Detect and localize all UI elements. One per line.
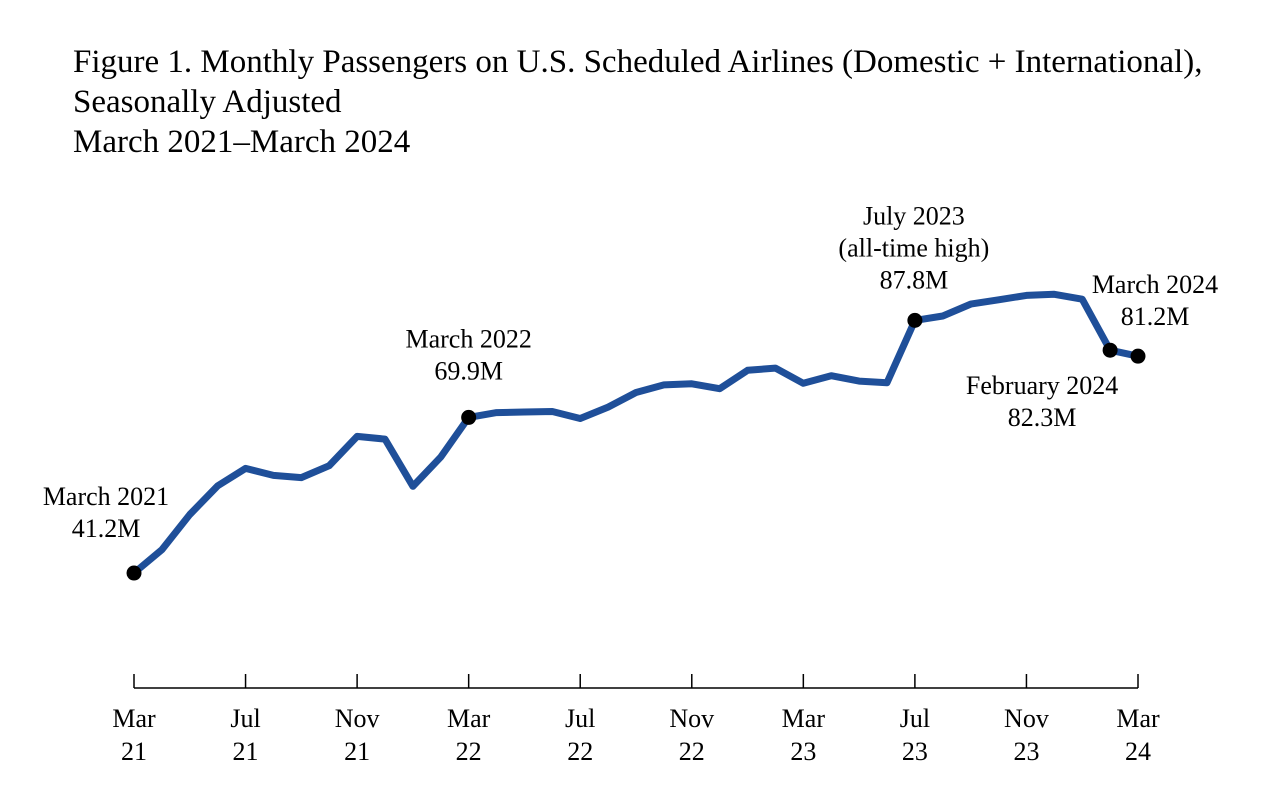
- x-tick-label-month: Jul: [900, 704, 930, 733]
- data-label: 81.2M: [1121, 302, 1190, 331]
- point-marker: [1102, 342, 1118, 358]
- data-label: March 2024: [1092, 270, 1218, 299]
- chart-title-line-1: Figure 1. Monthly Passengers on U.S. Sch…: [73, 44, 1203, 80]
- data-label: 41.2M: [72, 514, 141, 543]
- data-label: February 2024: [966, 371, 1118, 400]
- point-marker: [126, 565, 142, 581]
- x-tick-label-year: 23: [790, 737, 816, 766]
- marker-layer: [126, 312, 1146, 581]
- x-tick-label-year: 21: [233, 737, 259, 766]
- x-tick-label-month: Jul: [230, 704, 260, 733]
- x-tick-label-month: Nov: [335, 704, 380, 733]
- x-tick-label-month: Mar: [1116, 704, 1160, 733]
- x-tick-label-year: 21: [344, 737, 370, 766]
- data-label: 69.9M: [434, 356, 503, 385]
- point-marker: [1130, 348, 1146, 364]
- chart-title-line-3: March 2021–March 2024: [73, 124, 411, 160]
- chart-title: Figure 1. Monthly Passengers on U.S. Sch…: [73, 42, 1202, 162]
- x-tick-label-month: Jul: [565, 704, 595, 733]
- data-label: (all-time high): [838, 233, 989, 262]
- x-tick-label-year: 23: [902, 737, 928, 766]
- x-tick-label-year: 22: [456, 737, 482, 766]
- data-label: July 2023: [863, 201, 965, 230]
- data-label: March 2021: [43, 482, 169, 511]
- point-marker: [907, 312, 923, 328]
- x-tick-label-year: 21: [121, 737, 147, 766]
- point-marker: [461, 409, 477, 425]
- data-label: March 2022: [405, 324, 531, 353]
- x-tick-label-year: 22: [679, 737, 705, 766]
- chart-title-line-2: Seasonally Adjusted: [73, 84, 342, 120]
- x-tick-label-month: Nov: [1004, 704, 1049, 733]
- x-tick-label-month: Nov: [669, 704, 714, 733]
- series-line-passengers: [130, 290, 1142, 577]
- x-tick-label-month: Mar: [782, 704, 826, 733]
- x-axis: Mar 21 Jul 21 Nov 21 Mar 22 Jul 22 Nov 22 Mar 23 Jul 23…: [112, 674, 1160, 766]
- x-tick-label-year: 22: [567, 737, 593, 766]
- x-tick-label-year: 24: [1125, 737, 1151, 766]
- data-label: 87.8M: [880, 265, 949, 294]
- data-label: 82.3M: [1008, 403, 1077, 432]
- x-tick-label-month: Mar: [447, 704, 491, 733]
- series-layer: [130, 290, 1142, 577]
- x-tick-label-month: Mar: [112, 704, 156, 733]
- x-tick-label-year: 23: [1013, 737, 1039, 766]
- annotation-layer: March 2021 41.2M March 2022 69.9M July 2023 (…: [43, 201, 1218, 543]
